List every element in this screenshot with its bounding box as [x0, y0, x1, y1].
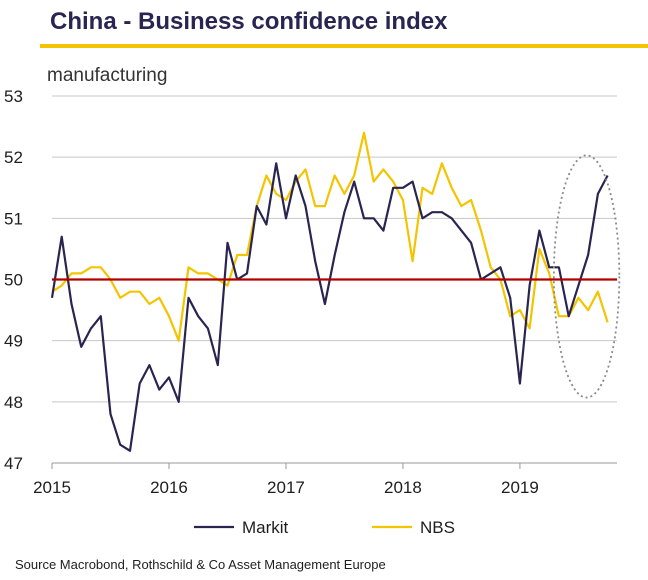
y-tick-label: 48: [4, 393, 23, 412]
highlight-ellipse: [552, 154, 621, 399]
y-tick-label: 53: [4, 87, 23, 106]
x-tick-label: 2018: [384, 478, 422, 497]
title-underline: [40, 44, 648, 48]
y-tick-label: 49: [4, 332, 23, 351]
x-tick-label: 2019: [501, 478, 539, 497]
y-axis-ticks: 47 48 49 50 51 52 53: [4, 87, 23, 473]
series-lines: [50, 131, 609, 452]
x-tick-label: 2017: [267, 478, 305, 497]
legend-label-nbs: NBS: [420, 518, 455, 537]
y-tick-label: 51: [4, 209, 23, 228]
legend: Markit NBS: [194, 518, 455, 537]
series-line-markit: [50, 162, 609, 452]
x-tick-label: 2016: [150, 478, 188, 497]
gridlines: [52, 95, 617, 403]
x-tick-label: 2015: [33, 478, 71, 497]
y-tick-label: 52: [4, 148, 23, 167]
y-tick-label: 50: [4, 271, 23, 290]
series-line-nbs: [51, 131, 609, 342]
y-tick-label: 47: [4, 454, 23, 473]
chart-subtitle: manufacturing: [47, 65, 168, 86]
x-axis-ticks: 2015 2016 2017 2018 2019: [33, 463, 539, 497]
source-note: Source Macrobond, Rothschild & Co Asset …: [15, 557, 386, 572]
chart-title: China - Business confidence index: [50, 8, 448, 35]
legend-label-markit: Markit: [242, 518, 289, 537]
